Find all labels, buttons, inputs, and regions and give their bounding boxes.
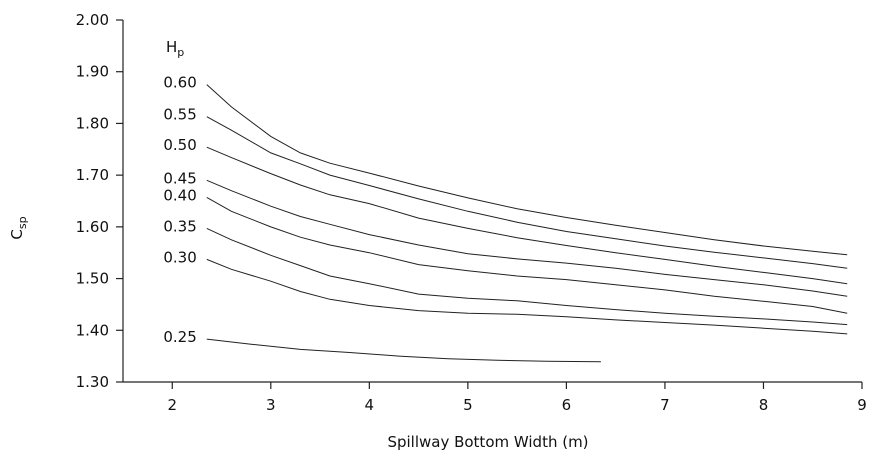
x-tick-label: 4 — [365, 396, 375, 414]
series-label: 0.35 — [163, 217, 196, 235]
x-tick-label: 6 — [562, 396, 572, 414]
series-label: 0.25 — [163, 328, 196, 346]
series-line-0.40 — [206, 196, 848, 314]
series-line-0.60 — [206, 84, 848, 256]
labels-layer: 0.60 0.55 0.50 0.450.40 0.35 0.30 0.25 — [163, 74, 196, 346]
y-tick-label: 1.30 — [76, 373, 109, 391]
series-line-0.45 — [206, 179, 848, 297]
series-label: 0.40 — [163, 186, 196, 204]
x-tick-label: 8 — [759, 396, 769, 414]
y-axis-title-main: C — [8, 229, 26, 239]
x-tick-label: 9 — [857, 396, 867, 414]
series-label: 0.30 — [163, 248, 196, 266]
legend-header-sub: p — [177, 46, 184, 59]
series-label: 0.55 — [163, 106, 196, 124]
series-label: 0.60 — [163, 74, 196, 92]
series-line-0.50 — [206, 146, 848, 285]
y-tick-label: 1.90 — [76, 63, 109, 81]
x-tick-label: 3 — [266, 396, 276, 414]
axes-layer: 1.30 1.40 1.50 1.60 1.70 1.80 1.90 2.00 2 3 4 5 6 7 8 9 — [76, 11, 867, 414]
y-axis-title-sub: sp — [16, 216, 29, 229]
lines-layer — [206, 84, 848, 363]
series-line-0.30 — [206, 258, 848, 335]
y-tick-label: 1.60 — [76, 218, 109, 236]
series-line-0.55 — [206, 116, 848, 269]
y-tick-label: 2.00 — [76, 11, 109, 29]
legend-header: Hp — [166, 38, 184, 59]
y-tick-label: 1.70 — [76, 166, 109, 184]
x-tick-label: 7 — [660, 396, 670, 414]
series-label: 0.50 — [163, 136, 196, 154]
x-tick-label: 5 — [463, 396, 473, 414]
y-tick-label: 1.40 — [76, 321, 109, 339]
y-axis-title: Csp — [8, 216, 29, 239]
series-line-0.25 — [206, 338, 601, 363]
y-tick-label: 1.80 — [76, 114, 109, 132]
legend-header-main: H — [166, 38, 177, 56]
y-tick-label: 1.50 — [76, 270, 109, 288]
series-line-0.35 — [206, 227, 848, 326]
x-tick-label: 2 — [167, 396, 177, 414]
x-axis-title: Spillway Bottom Width (m) — [387, 433, 588, 451]
series-label: 0.45 — [163, 169, 196, 187]
